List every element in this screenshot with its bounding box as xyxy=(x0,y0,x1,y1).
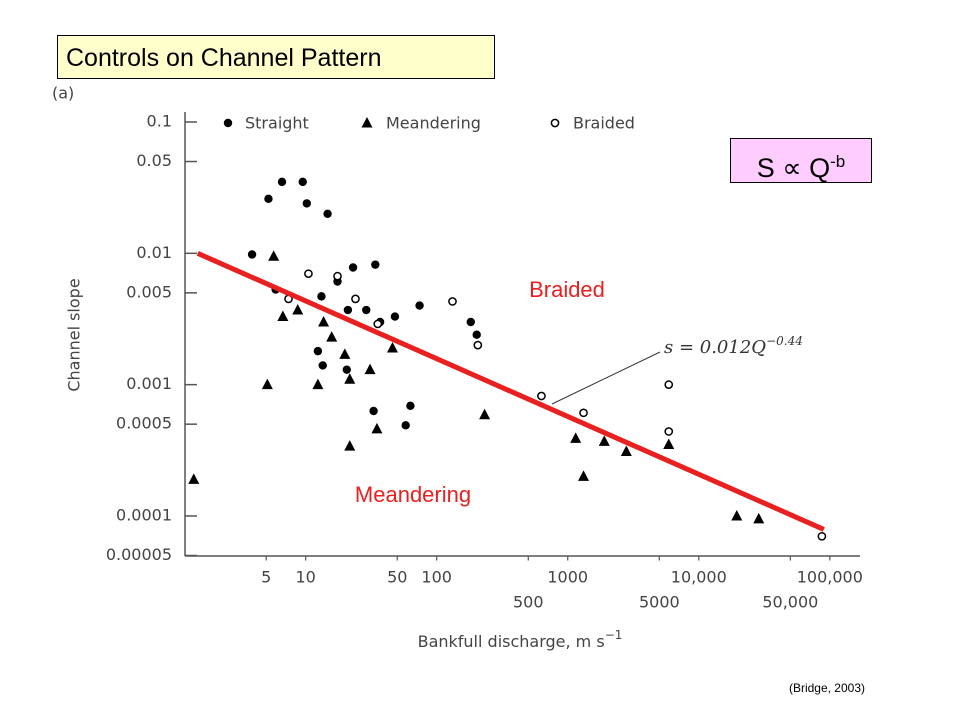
legend-marker xyxy=(361,117,373,128)
region-label: Braided xyxy=(529,277,605,302)
marker-filled-circle xyxy=(466,317,475,327)
y-tick-label: 0.005 xyxy=(126,282,172,301)
x-axis-label-sup: −1 xyxy=(605,628,623,642)
marker-filled-circle xyxy=(348,263,358,272)
legend-marker xyxy=(550,118,560,128)
x-axis-label: Bankfull discharge, m s−1 xyxy=(418,628,623,651)
y-tick-label: 0.001 xyxy=(126,374,172,393)
x-tick-label: 50,000 xyxy=(762,593,818,612)
marker-triangle xyxy=(364,363,376,375)
marker-filled-circle xyxy=(264,194,273,204)
marker-open-circle xyxy=(664,427,674,436)
marker-filled-circle xyxy=(318,361,327,370)
marker-filled-circle xyxy=(323,209,332,218)
marker-triangle xyxy=(318,315,330,327)
x-tick-label: 10,000 xyxy=(671,568,727,587)
marker-triangle xyxy=(620,445,632,456)
marker-triangle xyxy=(277,310,289,322)
marker-triangle xyxy=(188,473,200,484)
x-tick-label: 5 xyxy=(261,568,271,587)
y-tick-label: 0.00005 xyxy=(106,545,172,564)
marker-open-circle xyxy=(817,531,827,541)
fit-label: s = 0.012Q−0.44 xyxy=(664,334,803,359)
marker-filled-circle xyxy=(342,365,351,374)
marker-filled-circle xyxy=(277,177,287,187)
marker-triangle xyxy=(344,373,356,384)
relation-sup: -b xyxy=(830,152,846,171)
marker-triangle xyxy=(753,512,765,524)
marker-triangle xyxy=(479,408,491,420)
marker-open-circle xyxy=(473,340,483,350)
fit-label-text: s = 0.012Q xyxy=(664,337,766,358)
marker-filled-circle xyxy=(302,199,311,208)
marker-open-circle xyxy=(351,294,360,304)
marker-open-circle xyxy=(373,319,383,329)
marker-filled-circle xyxy=(371,260,380,269)
y-tick-label: 0.05 xyxy=(136,151,172,170)
fit-label-sup: −0.44 xyxy=(766,334,803,348)
marker-filled-circle xyxy=(369,406,378,416)
marker-filled-circle xyxy=(247,250,257,259)
marker-triangle xyxy=(578,470,590,481)
marker-triangle xyxy=(598,435,610,446)
y-tick-label: 0.0001 xyxy=(116,505,172,524)
annotation-leader xyxy=(551,351,661,405)
marker-triangle xyxy=(292,304,304,315)
panel-label: (a) xyxy=(52,84,74,103)
marker-triangle xyxy=(326,331,338,342)
y-tick-label: 0.01 xyxy=(136,243,172,262)
marker-filled-circle xyxy=(472,330,481,339)
x-tick-label: 5000 xyxy=(639,593,680,612)
fit-line xyxy=(196,251,825,532)
x-tick-label: 50 xyxy=(387,568,407,587)
marker-filled-circle xyxy=(313,346,323,356)
marker-triangle xyxy=(371,422,383,434)
marker-filled-circle xyxy=(298,177,307,187)
slide-title: Controls on Channel Pattern xyxy=(57,35,495,79)
marker-open-circle xyxy=(537,391,546,401)
marker-filled-circle xyxy=(343,305,353,315)
marker-triangle xyxy=(312,378,324,390)
marker-filled-circle xyxy=(401,421,410,430)
x-axis-label-text: Bankfull discharge, m s xyxy=(418,632,605,651)
marker-triangle xyxy=(663,438,675,450)
marker-triangle xyxy=(344,440,356,451)
legend-label: Meandering xyxy=(386,114,481,133)
legend-label: Braided xyxy=(573,114,635,133)
y-tick-label: 0.0005 xyxy=(116,414,172,433)
marker-open-circle xyxy=(304,269,313,279)
y-axis-label: Channel slope xyxy=(65,278,84,391)
marker-triangle xyxy=(731,509,743,521)
x-tick-label: 10 xyxy=(295,568,315,587)
marker-filled-circle xyxy=(317,292,326,301)
x-tick-label: 100 xyxy=(421,568,452,587)
marker-triangle xyxy=(261,378,273,390)
marker-triangle xyxy=(387,342,399,353)
marker-triangle xyxy=(339,348,351,359)
x-tick-label: 100,000 xyxy=(797,568,863,587)
marker-open-circle xyxy=(448,297,457,306)
x-tick-label: 500 xyxy=(513,593,544,612)
legend-marker xyxy=(223,118,233,128)
region-label: Meandering xyxy=(355,482,471,507)
relation-text: S ∝ Q xyxy=(756,153,831,183)
marker-filled-circle xyxy=(390,312,400,321)
marker-filled-circle xyxy=(406,401,415,411)
y-tick-label: 0.1 xyxy=(147,111,172,130)
marker-open-circle xyxy=(579,408,588,418)
marker-filled-circle xyxy=(362,305,371,315)
marker-triangle xyxy=(570,432,582,443)
marker-filled-circle xyxy=(415,301,424,310)
marker-open-circle xyxy=(333,271,342,281)
source: (Bridge, 2003) xyxy=(789,681,865,695)
legend-label: Straight xyxy=(245,114,309,133)
relation-box: S ∝ Q-b xyxy=(730,138,872,183)
x-tick-label: 1000 xyxy=(547,568,588,587)
marker-open-circle xyxy=(664,380,674,389)
marker-triangle xyxy=(268,250,280,261)
